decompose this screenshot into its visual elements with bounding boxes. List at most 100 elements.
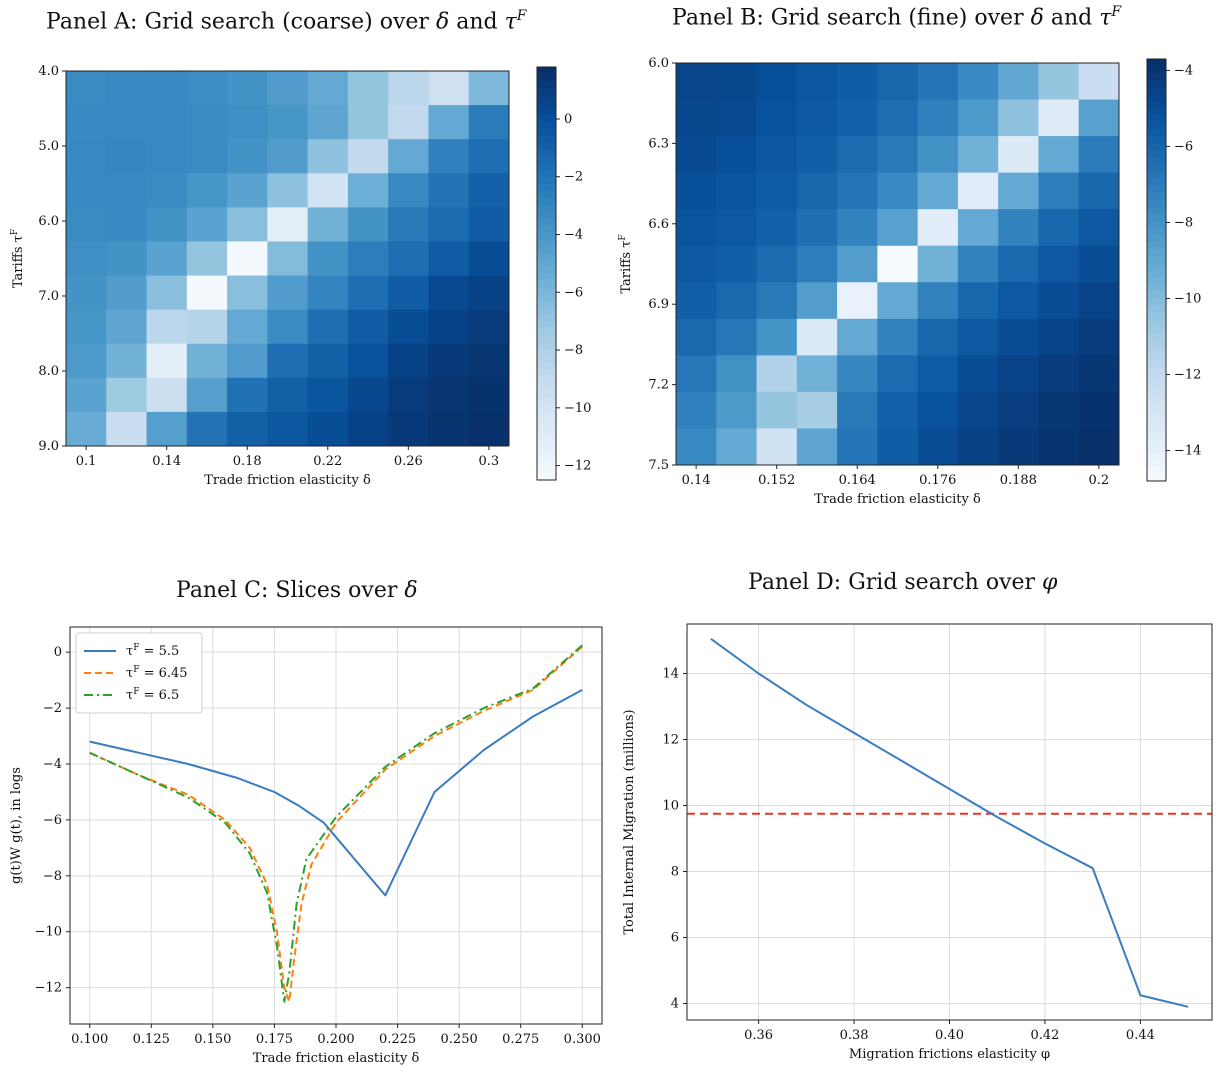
heatmap-cell <box>106 309 148 345</box>
heatmap-cell <box>957 209 999 247</box>
heatmap-cell <box>957 282 999 320</box>
colorbar-segment <box>537 149 556 158</box>
heatmap-cell <box>186 241 228 277</box>
heatmap-cell <box>716 318 758 356</box>
y-tick-label: 6.0 <box>38 214 59 229</box>
heatmap-cell <box>66 105 107 140</box>
heatmap-cell <box>837 209 878 247</box>
heatmap-cell <box>716 245 758 283</box>
heatmap-cell <box>716 428 758 466</box>
heatmap-cell <box>186 309 228 345</box>
heatmap-cell <box>428 105 470 140</box>
colorbar-segment <box>537 252 556 261</box>
heatmap-cell <box>1038 63 1080 101</box>
heatmap-cell <box>227 343 268 379</box>
colorbar-segment <box>1147 143 1166 152</box>
colorbar-segment <box>1147 375 1166 384</box>
heatmap-cell <box>146 207 188 242</box>
heatmap-cell <box>347 241 389 277</box>
heatmap-cell <box>428 411 470 447</box>
y-axis-label: Tariffs τF <box>10 229 26 288</box>
y-axis-label: Total Internal Migration (millions) <box>622 709 637 934</box>
heatmap-cell <box>796 172 838 210</box>
x-tick-label: 0.2 <box>1089 473 1110 488</box>
y-tick-label: −12 <box>35 981 62 996</box>
colorbar-segment <box>1147 270 1166 278</box>
x-tick-label: 0.300 <box>564 1032 601 1047</box>
y-tick-label: 5.0 <box>38 139 59 154</box>
colorbar-segment <box>1147 136 1166 144</box>
y-tick-label: −6 <box>43 813 62 828</box>
heatmap-cell <box>998 172 1039 210</box>
y-tick-label: −2 <box>43 701 62 716</box>
heatmap-cell <box>66 275 107 311</box>
colorbar-segment <box>537 445 556 454</box>
heatmap-cell <box>186 377 228 413</box>
heatmap-cell <box>106 105 148 140</box>
heatmap-cell <box>1038 99 1080 137</box>
heatmap-cell <box>267 241 309 277</box>
heatmap-cell <box>917 318 959 356</box>
colorbar-segment <box>1147 319 1166 327</box>
x-tick-label: 0.200 <box>317 1032 354 1047</box>
colorbar-segment <box>1147 87 1166 95</box>
colorbar-segment <box>537 452 556 460</box>
heatmap-cell <box>796 355 838 393</box>
heatmap-cell <box>267 139 309 174</box>
heatmap-cell <box>756 355 798 393</box>
colorbar-segment <box>537 156 556 164</box>
heatmap-cell <box>957 63 999 101</box>
colorbar-segment <box>1147 80 1166 88</box>
colorbar-segment <box>537 67 556 75</box>
heatmap-cell <box>227 309 268 345</box>
heatmap-cell <box>877 391 919 429</box>
heatmap-cell <box>146 309 188 345</box>
y-tick-label: 0 <box>54 645 62 660</box>
x-tick-label: 0.250 <box>441 1032 478 1047</box>
colorbar-segment <box>1147 361 1166 370</box>
panel-a-heatmap-chart: 0.1 0.14 0.18 0.22 0.26 0.3 4.0 5.0 6.0 7.0 8.0 9.0… <box>10 64 591 488</box>
colorbar-segment <box>1147 438 1166 447</box>
colorbar-segment <box>1147 59 1166 67</box>
panel-a-title-tau: τ <box>504 9 517 35</box>
colorbar-segment <box>1147 410 1166 419</box>
colorbar-segment <box>537 184 556 192</box>
colorbar-segment <box>1147 66 1166 74</box>
colorbar-segment <box>1147 171 1166 180</box>
heatmap-cell <box>1078 99 1120 137</box>
colorbar-segment <box>1147 368 1166 377</box>
colorbar-tick-label: −10 <box>564 401 591 416</box>
colorbar-segment <box>1147 234 1166 243</box>
colorbar-segment <box>537 314 556 323</box>
heatmap-cell <box>66 343 107 379</box>
colorbar-segment <box>1147 354 1166 363</box>
heatmap-cell <box>1038 136 1080 174</box>
heatmap-cell <box>186 275 228 311</box>
heatmap-cell <box>837 63 878 101</box>
colorbar-segment <box>1147 199 1166 208</box>
heatmap-cell <box>267 71 309 106</box>
colorbar-segment <box>1147 262 1166 271</box>
colorbar-segment <box>537 321 556 330</box>
heatmap-cell <box>957 245 999 283</box>
heatmap-cell <box>227 275 268 311</box>
heatmap-cell <box>676 282 717 320</box>
heatmap-cell <box>66 377 107 413</box>
heatmap-cell <box>998 355 1039 393</box>
y-tick-label: 12 <box>662 733 679 748</box>
heatmap-cell <box>756 209 798 247</box>
heatmap-cell <box>1038 172 1080 210</box>
colorbar-segment <box>1147 382 1166 391</box>
heatmap-cell <box>796 282 838 320</box>
heatmap-cell <box>347 173 389 208</box>
colorbar-segment <box>1147 101 1166 109</box>
panel-c-title: Panel C: Slices over δ <box>176 578 418 603</box>
legend-label: τF = 5.5 <box>126 643 179 659</box>
heatmap-cell <box>716 136 758 174</box>
x-tick-label: 0.275 <box>502 1032 539 1047</box>
heatmap-cell <box>388 275 429 311</box>
heatmap-cell <box>998 63 1039 101</box>
heatmap-cell <box>957 172 999 210</box>
heatmap-cell <box>676 209 717 247</box>
colorbar-segment <box>537 94 556 103</box>
